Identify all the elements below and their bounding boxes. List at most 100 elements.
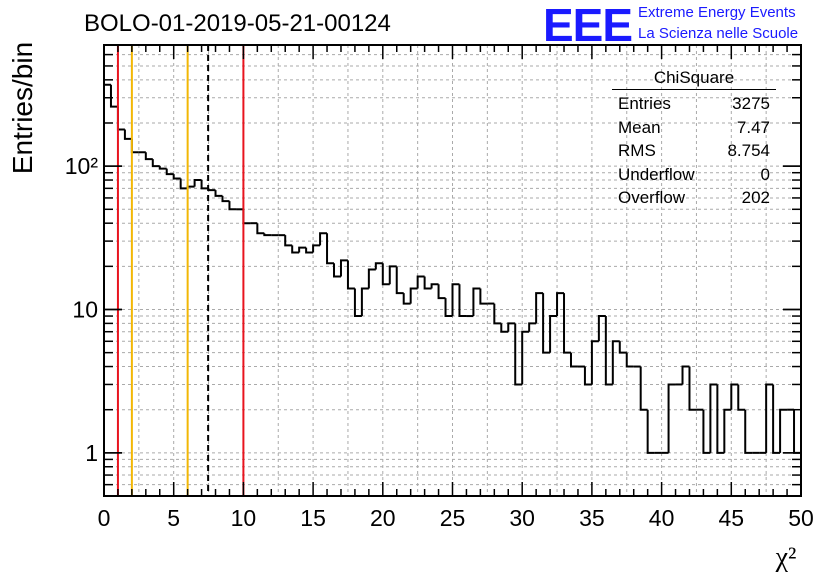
y-tick-label: 1 <box>85 440 98 466</box>
histogram-bin <box>709 383 718 453</box>
histogram-bin <box>333 263 341 278</box>
histogram-bin <box>298 246 307 253</box>
histogram-bin <box>549 315 558 353</box>
histogram-bin <box>779 408 788 453</box>
histogram-bin <box>193 179 202 187</box>
histogram-bin <box>256 223 265 235</box>
stats-row-underflow: Underflow 0 <box>612 163 776 187</box>
histogram-bin <box>730 383 739 410</box>
histogram-bin <box>221 195 230 203</box>
histogram-bin <box>423 276 432 290</box>
histogram-bin <box>493 303 502 325</box>
stats-value: 202 <box>741 188 770 207</box>
histogram-bin <box>583 366 592 386</box>
histogram-bin <box>339 259 348 277</box>
histogram-bin <box>130 138 139 154</box>
histogram-bin <box>723 408 732 453</box>
x-tick-label: 30 <box>509 505 535 531</box>
logo-line-1: Extreme Energy Events <box>638 4 796 21</box>
histogram-bin <box>772 384 781 454</box>
histogram-bin <box>416 275 425 289</box>
stats-label: RMS <box>618 141 656 160</box>
histogram-bin <box>597 315 606 342</box>
histogram-bin <box>116 106 125 131</box>
x-axis-label: χ² <box>775 542 797 572</box>
x-tick-label: 25 <box>440 505 466 531</box>
histogram-bin <box>123 129 132 140</box>
grid <box>104 45 801 496</box>
histogram-bin <box>702 409 711 454</box>
histogram-bin <box>744 409 753 454</box>
y-tick-label: 10 <box>72 296 98 322</box>
axis-ticks <box>103 45 802 496</box>
histogram-bin <box>430 283 439 289</box>
histogram-bin <box>507 322 516 332</box>
histogram-bin <box>326 233 335 265</box>
histogram-bin <box>535 292 544 324</box>
histogram-bin <box>451 283 460 317</box>
x-tick-label: 40 <box>649 505 675 531</box>
x-tick-label: 0 <box>98 505 111 531</box>
stats-value: 0 <box>760 164 770 184</box>
x-tick-label: 50 <box>788 505 814 531</box>
histogram-bin <box>639 366 648 411</box>
stats-value: 8.754 <box>727 141 770 160</box>
histogram-bin <box>646 409 655 454</box>
x-tick-label: 15 <box>300 505 326 531</box>
histogram-bin <box>611 340 620 385</box>
histogram-bin <box>604 316 613 386</box>
stats-row-entries: Entries 3275 <box>612 92 776 116</box>
histogram-bin <box>765 383 774 453</box>
stats-value: 7.47 <box>736 117 770 137</box>
page-title: BOLO-01-2019-05-21-00124 <box>84 10 391 37</box>
eee-logo: EEE <box>543 0 633 51</box>
histogram-bin <box>179 178 188 190</box>
y-tick-label: 10² <box>65 153 99 179</box>
histogram-bin <box>514 323 523 386</box>
stats-label: Overflow <box>618 188 686 207</box>
histogram-bin <box>444 298 453 318</box>
histogram-bin <box>688 366 697 411</box>
x-tick-label: 45 <box>719 505 745 531</box>
histogram-bin <box>569 352 578 368</box>
histogram-bin <box>381 263 390 286</box>
histogram-bin <box>395 266 404 295</box>
histogram-bin <box>681 365 690 385</box>
histogram-bin <box>214 190 223 197</box>
x-tick-label: 10 <box>231 505 257 531</box>
histogram-bin <box>319 232 328 246</box>
histogram-bin <box>158 166 167 170</box>
histogram-bin <box>374 262 383 270</box>
histogram-bin <box>228 201 237 211</box>
stats-title: ChiSquare <box>612 68 776 90</box>
histogram-bin <box>388 265 397 285</box>
histogram-bin <box>151 159 160 168</box>
histogram-bin <box>172 174 181 180</box>
histogram-bin <box>563 293 571 354</box>
histogram-bin <box>291 245 300 254</box>
histogram-bin <box>590 340 599 385</box>
histogram-bin <box>305 247 314 254</box>
histogram-bin <box>312 244 321 253</box>
histogram-bin <box>165 168 174 176</box>
histogram-bin <box>472 287 481 317</box>
histogram-bin <box>409 287 418 304</box>
stats-row-rms: RMS 8.754 <box>612 139 776 163</box>
histogram-bin <box>200 180 209 190</box>
histogram-bin <box>625 352 634 368</box>
histogram-bin <box>716 384 725 454</box>
histogram-bin <box>109 84 118 108</box>
histogram-bin <box>793 409 801 454</box>
histogram-bin <box>346 260 355 290</box>
histogram-bin <box>367 268 376 289</box>
y-axis-label: Entries/bin <box>7 42 38 174</box>
histogram-bin <box>103 83 111 496</box>
histogram-bin <box>263 233 272 237</box>
histogram-bin <box>479 288 488 305</box>
x-tick-label: 20 <box>370 505 396 531</box>
stats-label: Underflow <box>618 164 695 184</box>
stats-label: Mean <box>618 117 661 137</box>
stats-value: 3275 <box>732 94 770 113</box>
histogram-bin <box>500 323 509 333</box>
histogram-bin <box>667 383 676 453</box>
